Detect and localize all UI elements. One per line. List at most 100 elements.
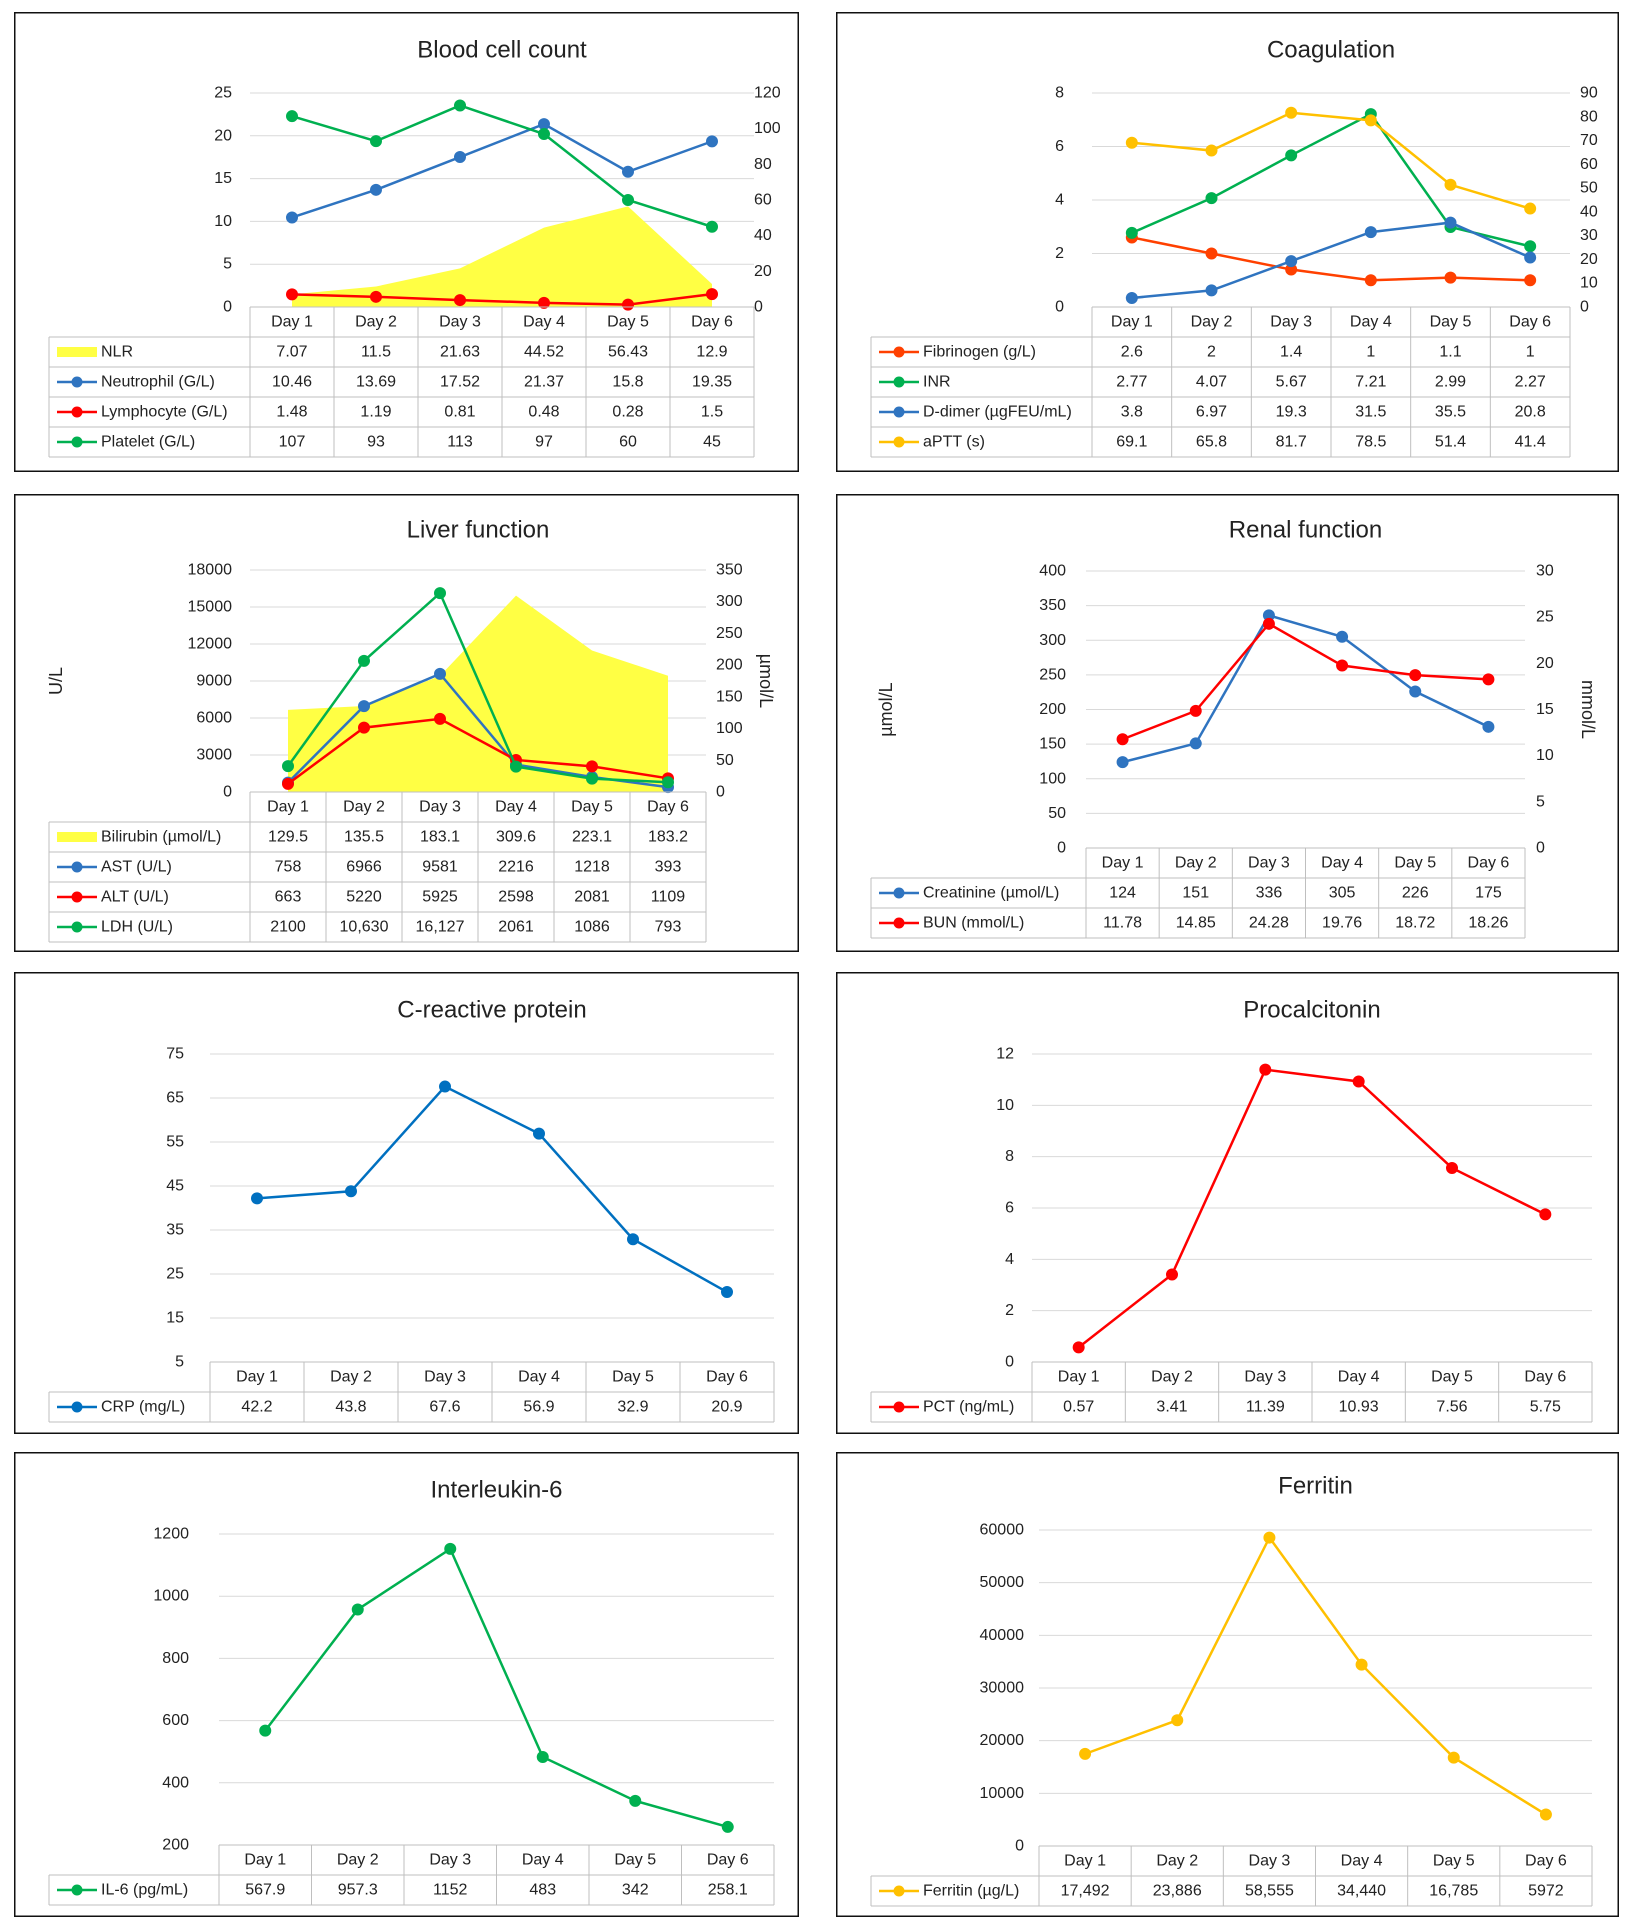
il6-data-label-il-6-pg-ml: 567.9: [245, 1882, 285, 1899]
liver-point-alt-u-l: [434, 712, 446, 725]
crp-point-crp-mg-l: [251, 1192, 263, 1205]
ferritin-y-tick: 30000: [980, 1680, 1025, 1697]
blood-area-nlr: [292, 206, 712, 307]
ferritin-x-tick-label: Day 3: [1249, 1853, 1291, 1870]
blood-point-lymphocyte-g-l: [370, 290, 382, 303]
crp-frame: [14, 972, 799, 1434]
pct-x-tick-label: Day 3: [1244, 1369, 1286, 1386]
coag-data-label-fibrinogen-g-l: 2: [1207, 344, 1216, 361]
liver-point-alt-u-l: [586, 760, 598, 773]
liver-data-label-ldh-u-l: 10,630: [340, 919, 389, 936]
il6-y-tick: 1200: [153, 1526, 189, 1543]
liver-legend-key-ldh-u-l: [71, 921, 83, 933]
coag-point-aptt-s: [1125, 136, 1138, 149]
crp-y-tick: 5: [175, 1354, 184, 1371]
liver-y2-tick: 350: [716, 562, 743, 579]
blood-data-label-platelet-g-l: 45: [703, 434, 721, 451]
il6-y-tick: 600: [162, 1712, 189, 1729]
il6-x-tick-label: Day 4: [522, 1852, 564, 1869]
ferritin-y-tick: 10000: [980, 1785, 1025, 1802]
coag-data-table: Day 1 Day 2 Day 3 Day 4 Day 5 Day 6 Fibrinogen…: [870, 306, 1571, 458]
blood-point-lymphocyte-g-l: [622, 298, 634, 311]
blood-legend-key-neutrophil-g-l: [71, 376, 83, 388]
liver-data-label-bilirubin-mol-l: 135.5: [344, 829, 384, 846]
crp-point-crp-mg-l: [721, 1286, 733, 1299]
ferritin-x-tick-label: Day 1: [1064, 1853, 1106, 1870]
coag-point-fibrinogen-g-l: [1364, 274, 1377, 287]
coag-data-label-aptt-s: 65.8: [1196, 434, 1227, 451]
liver-data-label-alt-u-l: 2081: [574, 889, 610, 906]
liver-data-label-ldh-u-l: 793: [655, 919, 682, 936]
liver-data-label-ast-u-l: 758: [275, 859, 302, 876]
pct-y-tick: 6: [1005, 1200, 1014, 1217]
renal-y-tick: 250: [1039, 666, 1066, 683]
ferritin-legend-key-ferritin-g-l: [893, 1885, 905, 1897]
chart-interleukin-6: Interleukin-6 200 400 600 800 1000 1200 Day 1 Da…: [14, 1452, 799, 1917]
liver-y2-tick: 150: [716, 688, 743, 705]
blood-y-tick: 5: [223, 256, 232, 273]
pct-data-label-pct-ng-ml: 5.75: [1530, 1399, 1561, 1416]
crp-x-tick-label: Day 2: [330, 1369, 372, 1386]
renal-point-creatinine-mol-l: [1116, 756, 1129, 769]
blood-point-neutrophil-g-l: [286, 211, 298, 224]
liver-y2-tick: 200: [716, 657, 743, 674]
blood-line-neutrophil-g-l: [291, 122, 713, 219]
renal-x-tick-label: Day 4: [1321, 855, 1363, 872]
renal-y2-tick: 30: [1536, 563, 1554, 580]
blood-data-label-neutrophil-g-l: 21.37: [524, 374, 564, 391]
liver-legend-label-alt-u-l: ALT (U/L): [101, 889, 169, 906]
coag-data-label-inr: 2.99: [1435, 374, 1466, 391]
liver-point-ldh-u-l: [510, 760, 522, 773]
coag-line-fibrinogen-g-l: [1131, 236, 1531, 282]
blood-point-platelet-g-l: [706, 220, 718, 233]
pct-line-pct-ng-ml: [1077, 1068, 1546, 1349]
blood-data-label-platelet-g-l: 97: [535, 434, 553, 451]
coag-title: Coagulation: [1267, 37, 1395, 64]
coag-data-label-d-dimer-gfeu-ml: 6.97: [1196, 404, 1227, 421]
crp-point-crp-mg-l: [345, 1185, 357, 1198]
liver-legend-label-bilirubin-mol-l: Bilirubin (µmol/L): [101, 829, 221, 846]
coag-data-label-fibrinogen-g-l: 1.4: [1280, 344, 1302, 361]
blood-line-platelet-g-l: [291, 104, 713, 228]
coag-point-aptt-s: [1444, 178, 1457, 191]
blood-x-tick-label: Day 5: [607, 314, 649, 331]
renal-point-bun-mmol-l: [1336, 659, 1349, 672]
blood-data-label-platelet-g-l: 60: [619, 434, 637, 451]
coag-data-label-d-dimer-gfeu-ml: 3.8: [1121, 404, 1143, 421]
ferritin-y-tick: 0: [1015, 1838, 1024, 1855]
chart-blood-cell-count-svg: Blood cell count 0 5 10 15 20 25 0 20 40 60 80 100 12…: [14, 12, 799, 472]
coag-point-inr: [1205, 192, 1218, 205]
liver-y-tick: 15000: [188, 599, 233, 616]
coag-data-label-inr: 4.07: [1196, 374, 1227, 391]
blood-y-tick: 0: [223, 299, 232, 316]
liver-point-ldh-u-l: [434, 587, 446, 600]
crp-y-tick: 55: [166, 1134, 184, 1151]
il6-title: Interleukin-6: [430, 1477, 562, 1504]
blood-data-label-neutrophil-g-l: 10.46: [272, 374, 312, 391]
coag-data-label-inr: 2.27: [1515, 374, 1546, 391]
crp-x-tick-label: Day 5: [612, 1369, 654, 1386]
il6-x-tick-label: Day 1: [244, 1852, 286, 1869]
liver-data-label-bilirubin-mol-l: 183.1: [420, 829, 460, 846]
blood-y2-tick: 60: [754, 192, 772, 209]
liver-y-tick: 18000: [188, 562, 233, 579]
coag-point-fibrinogen-g-l: [1524, 274, 1537, 287]
coag-point-aptt-s: [1524, 202, 1537, 215]
coag-point-d-dimer-gfeu-ml: [1524, 251, 1537, 264]
liver-y-tick: 9000: [196, 673, 232, 690]
renal-point-creatinine-mol-l: [1409, 685, 1422, 698]
renal-y-tick: 50: [1048, 805, 1066, 822]
pct-point-pct-ng-ml: [1259, 1063, 1272, 1076]
liver-data-label-alt-u-l: 1109: [651, 889, 686, 906]
renal-point-bun-mmol-l: [1482, 673, 1495, 686]
blood-data-label-lymphocyte-g-l: 1.19: [360, 404, 391, 421]
coag-y2-tick: 60: [1580, 156, 1598, 173]
liver-x-tick-label: Day 5: [571, 799, 613, 816]
liver-data-label-ast-u-l: 9581: [422, 859, 458, 876]
pct-x-tick-label: Day 1: [1058, 1369, 1100, 1386]
liver-point-ldh-u-l: [662, 776, 674, 789]
liver-legend-label-ldh-u-l: LDH (U/L): [101, 919, 173, 936]
coag-point-aptt-s: [1364, 114, 1377, 127]
crp-legend-key-crp-mg-l: [71, 1401, 83, 1413]
